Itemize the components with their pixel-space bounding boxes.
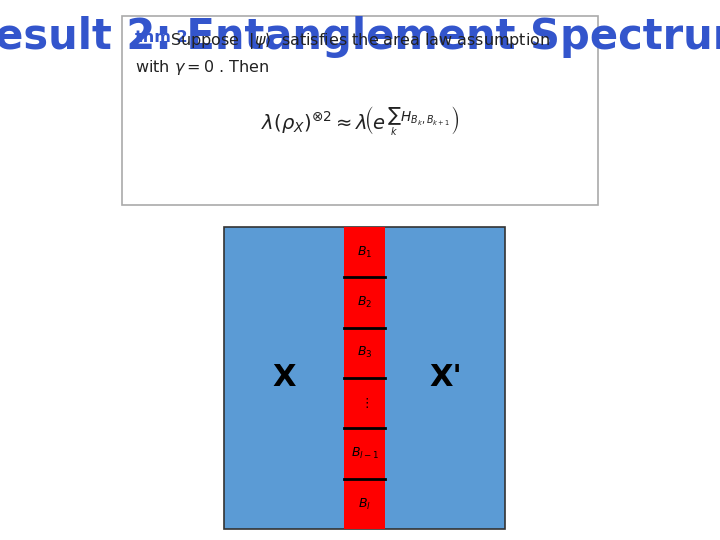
Bar	[224, 227, 505, 529]
Text: Suppose  $|\psi\rangle$  satisfies the area law assumption: Suppose $|\psi\rangle$ satisfies the are…	[170, 30, 550, 51]
Text: $\lambda(\rho_X)^{\otimes 2} \approx \lambda\!\left(e^{\,\sum_k H_{B_k,B_{k+1}}}: $\lambda(\rho_X)^{\otimes 2} \approx \la…	[261, 105, 459, 138]
Text: $B_{l-1}$: $B_{l-1}$	[351, 446, 379, 461]
Text: $B_l$: $B_l$	[359, 496, 372, 511]
Text: $B_2$: $B_2$	[357, 295, 372, 310]
Text: X: X	[272, 363, 296, 393]
Text: X': X'	[429, 363, 462, 393]
Text: $\vdots$: $\vdots$	[361, 396, 369, 410]
Bar	[344, 227, 385, 529]
Text: $B_1$: $B_1$	[357, 245, 372, 260]
Text: Result 2: Entanglement Spectrum: Result 2: Entanglement Spectrum	[0, 16, 720, 58]
Text: thm 2: thm 2	[135, 30, 187, 45]
Text: $B_3$: $B_3$	[357, 345, 372, 360]
FancyBboxPatch shape	[122, 16, 598, 205]
Text: with $\gamma = 0$ . Then: with $\gamma = 0$ . Then	[135, 58, 269, 77]
